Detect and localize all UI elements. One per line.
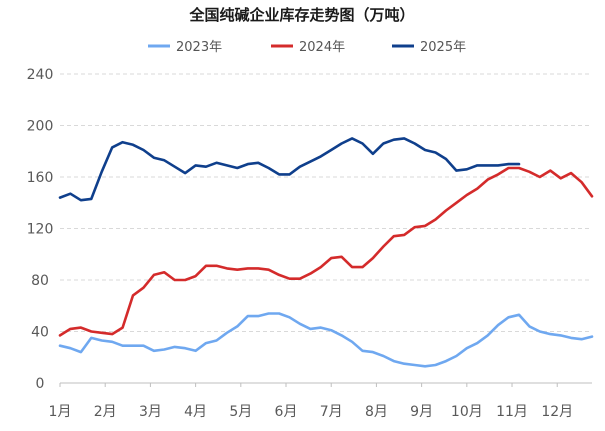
chart-title: 全国纯碱企业库存走势图（万吨） <box>188 6 414 24</box>
grid <box>60 73 592 332</box>
x-tick-label: 5月 <box>229 404 252 420</box>
legend-label: 2025年 <box>420 40 466 55</box>
x-tick-label: 6月 <box>275 404 298 420</box>
y-tick-label: 200 <box>27 119 54 135</box>
x-tick-label: 7月 <box>320 404 343 420</box>
x-tick-label: 11月 <box>496 404 528 420</box>
x-tick-label: 4月 <box>184 404 207 420</box>
legend: 2023年 2024年 2025年 <box>148 40 466 55</box>
series-group <box>58 137 594 368</box>
y-tick-label: 240 <box>27 67 54 83</box>
x-tick-label: 12月 <box>541 404 573 420</box>
y-tick-label: 0 <box>36 376 45 392</box>
x-tick-label: 2月 <box>94 404 117 420</box>
legend-label: 2024年 <box>299 40 345 55</box>
x-tick-label: 1月 <box>49 404 72 420</box>
series-line-2025 <box>58 137 521 202</box>
legend-label: 2023年 <box>176 40 222 55</box>
y-tick-label: 40 <box>31 325 49 341</box>
series-line-2024 <box>58 166 594 337</box>
axes: 0 40 80 120 160 200 240 1月 2月 3月 4月 5月 6月 7月 8月 9月 10月 11… <box>27 67 592 420</box>
x-tick-label: 3月 <box>139 404 162 420</box>
y-tick-label: 80 <box>31 273 49 289</box>
x-tick-label: 8月 <box>365 404 388 420</box>
y-tick-label: 160 <box>27 170 54 186</box>
x-tick-label: 10月 <box>451 404 483 420</box>
x-tick-label: 9月 <box>410 404 433 420</box>
series-line-2023 <box>58 312 594 368</box>
y-tick-label: 120 <box>27 222 54 238</box>
